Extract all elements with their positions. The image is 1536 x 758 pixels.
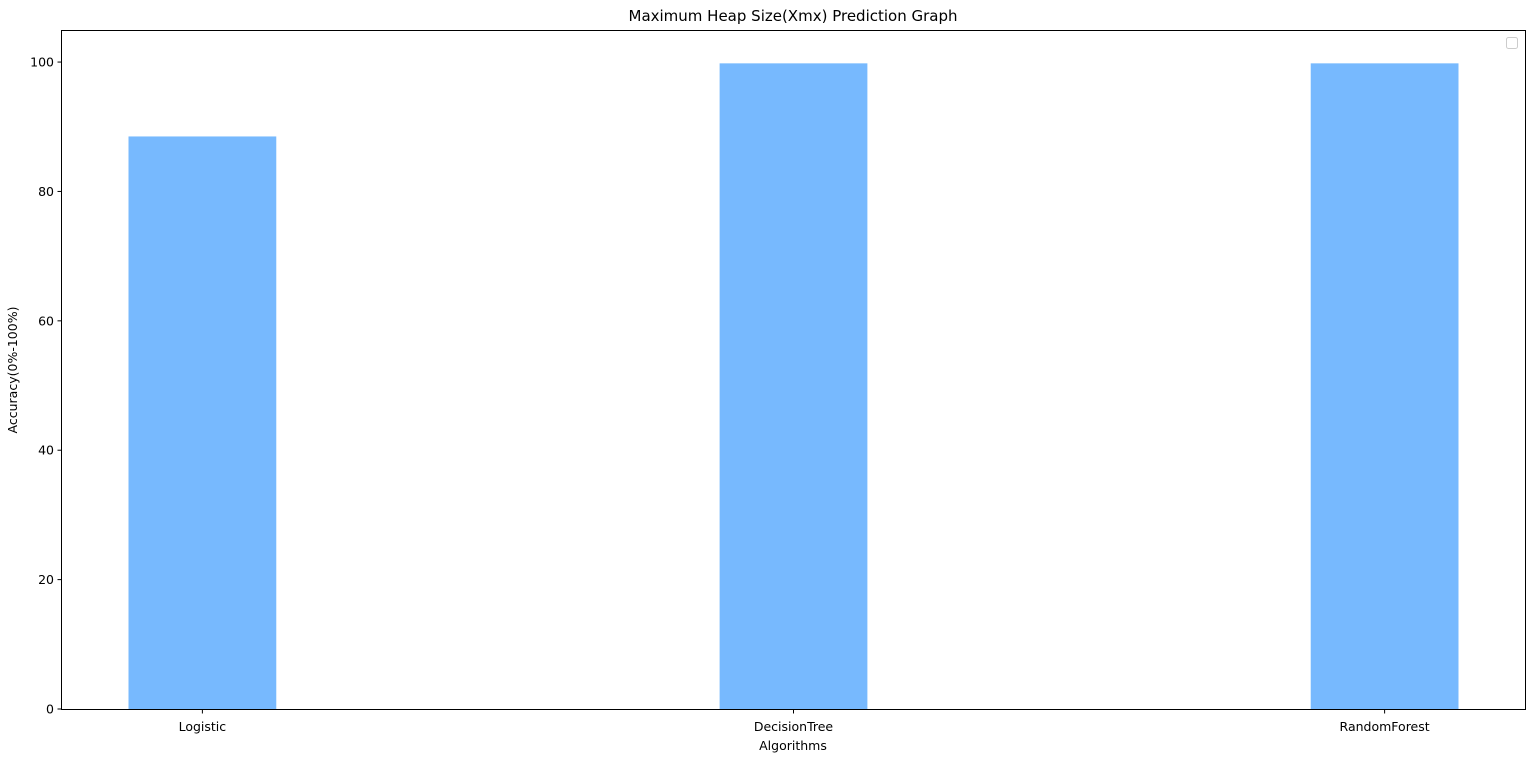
bar-logistic (128, 136, 277, 710)
y-tick-label-80: 80 (38, 184, 54, 199)
y-axis: 0 20 40 60 80 100 (30, 55, 62, 717)
chart-title: Maximum Heap Size(Xmx) Prediction Graph (629, 7, 958, 25)
x-axis-label: Algorithms (759, 738, 827, 753)
bars-layer (128, 63, 1459, 710)
y-tick-label-40: 40 (38, 443, 54, 458)
x-tick-label-decisiontree: DecisionTree (754, 719, 834, 734)
bar-decisiontree (719, 63, 868, 709)
y-tick-label-20: 20 (38, 572, 54, 587)
bar-randomforest (1310, 63, 1459, 709)
x-tick-label-randomforest: RandomForest (1340, 719, 1430, 734)
x-axis: Logistic DecisionTree RandomForest (179, 709, 1430, 734)
y-axis-label: Accuracy(0%-100%) (5, 307, 20, 434)
y-tick-label-100: 100 (30, 55, 54, 70)
x-tick-label-logistic: Logistic (179, 719, 227, 734)
y-tick-label-60: 60 (38, 313, 54, 328)
legend-box (1506, 37, 1518, 49)
y-tick-label-0: 0 (46, 702, 54, 717)
